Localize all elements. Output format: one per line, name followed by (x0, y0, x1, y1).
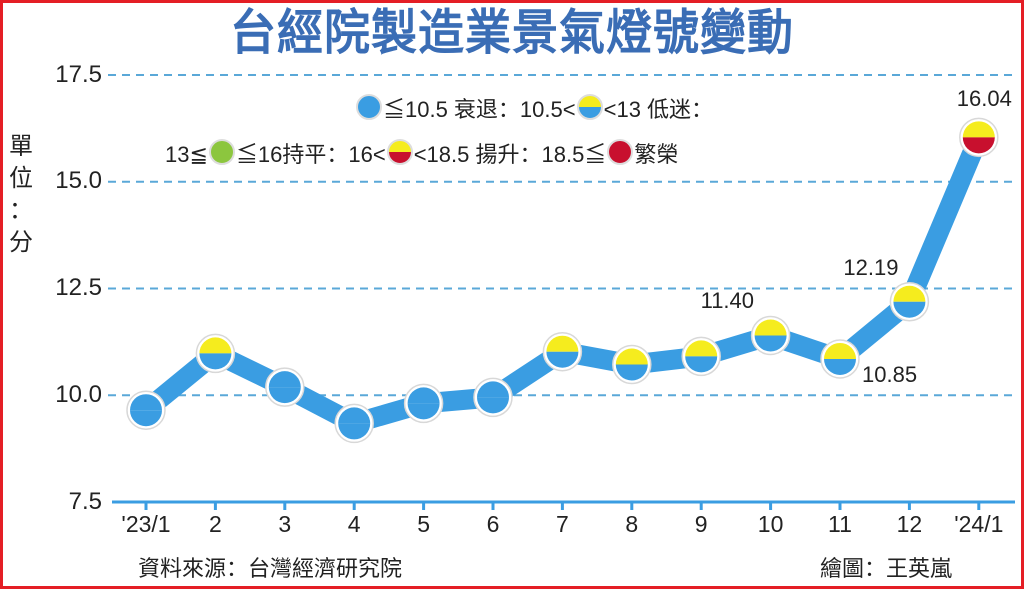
yellow-red-signal-icon (386, 139, 413, 165)
x-axis-ticks (144, 502, 981, 510)
y-tick-17-5: 17.5 (55, 61, 102, 88)
x-tick-label: 10 (757, 511, 784, 537)
x-tick-label: 3 (278, 511, 292, 537)
x-tick-label: '23/1 (121, 511, 171, 537)
unit-char: ： (9, 196, 33, 224)
legend-text: ≦10.5 衰退：10.5< (383, 97, 576, 123)
x-tick-label: 6 (486, 511, 500, 537)
unit-char: 分 (9, 228, 33, 256)
blue-signal-marker (334, 403, 374, 444)
legend-row-1: ≦10.5 衰退：10.5< <13 低迷： (355, 94, 713, 125)
blue-signal-marker (265, 367, 305, 407)
y-tick-12-5: 12.5 (55, 274, 102, 301)
x-tick-label: 7 (555, 511, 569, 537)
data-label: 16.04 (956, 86, 1012, 112)
yellow-blue-signal-marker (195, 333, 236, 374)
graphic-credit: 繪圖：王英嵐 (820, 557, 953, 582)
blue-signal-marker (403, 383, 444, 424)
legend-row-2: 13≦ ≦16持平：16< <18.5 揚升：18.5≦ 繁榮 (165, 139, 678, 170)
gridlines (108, 74, 1015, 397)
source-note: 資料來源：台灣經濟研究院 (138, 557, 403, 582)
blue-signal-icon (356, 94, 382, 120)
data-label: 11.40 (700, 288, 755, 314)
blue-signal-marker (126, 390, 166, 430)
x-tick-label: 2 (208, 511, 222, 537)
x-tick-label: 11 (828, 511, 852, 537)
data-label: 12.19 (843, 254, 899, 280)
legend-text: <13 低迷： (603, 97, 714, 123)
yellow-blue-signal-marker (612, 344, 652, 385)
chart-title: 台經院製造業景氣燈號變動 (230, 3, 794, 61)
yellow-blue-signal-marker (681, 336, 721, 377)
x-tick-label: 9 (694, 511, 708, 537)
x-tick-label: 12 (896, 511, 923, 537)
yellow-blue-signal-icon (576, 94, 603, 120)
blue-signal-marker (473, 377, 513, 418)
data-label: 10.85 (862, 361, 918, 387)
legend-text: 繁榮 (634, 142, 679, 168)
green-signal-icon (208, 139, 235, 165)
legend-text: <18.5 揚升：18.5≦ (413, 142, 607, 168)
y-tick-10-0: 10.0 (55, 381, 102, 408)
yellow-blue-signal-marker (750, 315, 791, 356)
x-tick-label: 5 (417, 511, 430, 537)
unit-char: 單 (9, 132, 33, 160)
yellow-red-signal-marker (959, 117, 999, 158)
y-tick-7-5: 7.5 (68, 488, 102, 515)
y-tick-15-0: 15.0 (55, 167, 102, 194)
legend-text: 13≦ (165, 142, 208, 168)
yellow-blue-signal-marker (889, 281, 930, 322)
yellow-blue-signal-marker (820, 339, 860, 379)
unit-char: 位 (9, 164, 33, 192)
x-tick-label: '24/1 (954, 511, 1004, 537)
red-signal-icon (607, 139, 634, 165)
x-tick-label: 4 (347, 511, 361, 537)
signal-markers (126, 117, 999, 444)
x-tick-label: 8 (625, 511, 639, 537)
y-axis-unit-label: 單 位 ： 分 (6, 130, 36, 258)
legend-text: ≦16持平：16< (235, 142, 386, 168)
yellow-blue-signal-marker (542, 331, 583, 372)
